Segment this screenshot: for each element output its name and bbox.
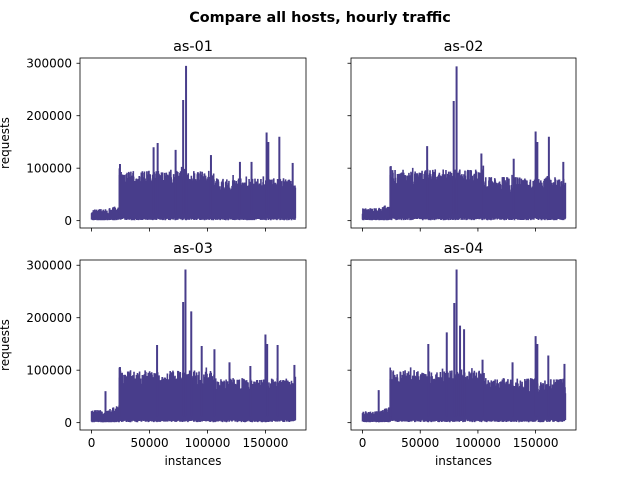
x-axis-label: instances	[435, 454, 492, 468]
y-axis-label: requests	[0, 117, 12, 169]
subplot-as-02: as-02	[347, 39, 577, 232]
axes-frame	[79, 57, 307, 229]
subplot-title: as-01	[173, 39, 213, 55]
y-tick-label: 200000	[26, 311, 72, 325]
series-line-as-02	[361, 165, 567, 221]
y-tick-label: 0	[64, 416, 72, 430]
subplot-title: as-03	[173, 241, 213, 257]
subplot-as-03: 0 100000 200000 300000 0 50000 100000 150000 as-…	[0, 241, 307, 468]
x-tick-label: 50000	[130, 436, 168, 450]
x-tick-label: 50000	[401, 436, 439, 450]
y-tick-label: 100000	[26, 161, 72, 175]
x-tick-label: 150000	[513, 436, 559, 450]
x-tick-label: 0	[88, 436, 96, 450]
subplot-title: as-02	[444, 39, 484, 55]
x-tick-label: 100000	[455, 436, 501, 450]
x-tick-label: 150000	[243, 436, 289, 450]
y-tick-label: 300000	[26, 57, 72, 71]
y-tick-label: 300000	[26, 259, 72, 273]
y-tick-label: 100000	[26, 363, 72, 377]
axes-frame	[79, 259, 307, 431]
axes-frame	[350, 259, 577, 431]
y-tick-label: 0	[64, 214, 72, 228]
subplot-as-01: 0 100000 200000 300000 as-01 requests	[0, 39, 307, 232]
figure-title: Compare all hosts, hourly traffic	[189, 10, 451, 26]
subplot-title: as-04	[444, 241, 484, 257]
y-tick-label: 200000	[26, 109, 72, 123]
axes-frame	[350, 57, 577, 229]
series-line-as-01	[90, 166, 297, 221]
series-line-as-04	[361, 367, 567, 423]
x-axis-label: instances	[164, 454, 221, 468]
y-axis-label: requests	[0, 319, 12, 371]
subplot-grid: 0 100000 200000 300000 as-01 requests as-02 0 10…	[0, 39, 577, 468]
x-tick-label: 100000	[185, 436, 231, 450]
x-tick-label: 0	[359, 436, 367, 450]
subplot-as-04: 0 50000 100000 150000 as-04 instances	[347, 241, 577, 468]
